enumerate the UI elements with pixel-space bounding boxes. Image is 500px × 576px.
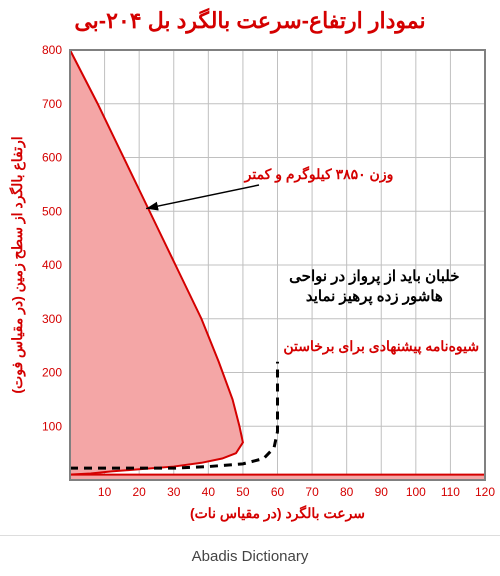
footer-text: Abadis Dictionary [192, 548, 309, 565]
ytick-label: 500 [42, 204, 62, 218]
xtick-label: 20 [132, 485, 146, 499]
ytick-label: 400 [42, 258, 62, 272]
ytick-label: 100 [42, 419, 62, 433]
xtick-label: 120 [475, 485, 495, 499]
x-axis-label: سرعت بالگرد (در مقیاس نات) [190, 505, 365, 522]
xtick-label: 100 [406, 485, 426, 499]
annotation-avoid_label-line2: هاشور زده پرهیز نماید [306, 288, 443, 306]
ytick-label: 300 [42, 312, 62, 326]
xtick-label: 10 [98, 485, 112, 499]
xtick-label: 60 [271, 485, 285, 499]
annotation-avoid_label-line1: خلبان باید از پرواز در نواحی [289, 268, 459, 286]
xtick-label: 110 [441, 485, 460, 499]
ytick-label: 200 [42, 366, 62, 380]
xtick-label: 90 [375, 485, 389, 499]
xtick-label: 30 [167, 485, 181, 499]
ytick-label: 800 [42, 43, 62, 57]
chart-title: نمودار ارتفاع-سرعت بالگرد بل ۲۰۴-بی [74, 7, 425, 34]
chart-container: 10 20 30 40 50 60 70 80 90 100 110 120 100 200 300 400 5… [0, 0, 500, 535]
footer-bar: Abadis Dictionary [0, 535, 500, 576]
ytick-label: 700 [42, 97, 62, 111]
ytick-label: 600 [42, 151, 62, 165]
xtick-label: 50 [236, 485, 250, 499]
annotation-weight_label: وزن ۳۸۵۰ کیلوگرم و کمتر [244, 166, 394, 183]
y-axis-label: ارتفاع بالگرد از سطح زمین (در مقیاس فوت) [9, 136, 26, 393]
chart-svg: 10 20 30 40 50 60 70 80 90 100 110 120 100 200 300 400 5… [0, 0, 500, 535]
xtick-label: 80 [340, 485, 354, 499]
xtick-label: 70 [305, 485, 319, 499]
xtick-label: 40 [202, 485, 216, 499]
annotation-takeoff_label: شیوه‌نامه پیشنهادی برای برخاستن [283, 338, 479, 355]
